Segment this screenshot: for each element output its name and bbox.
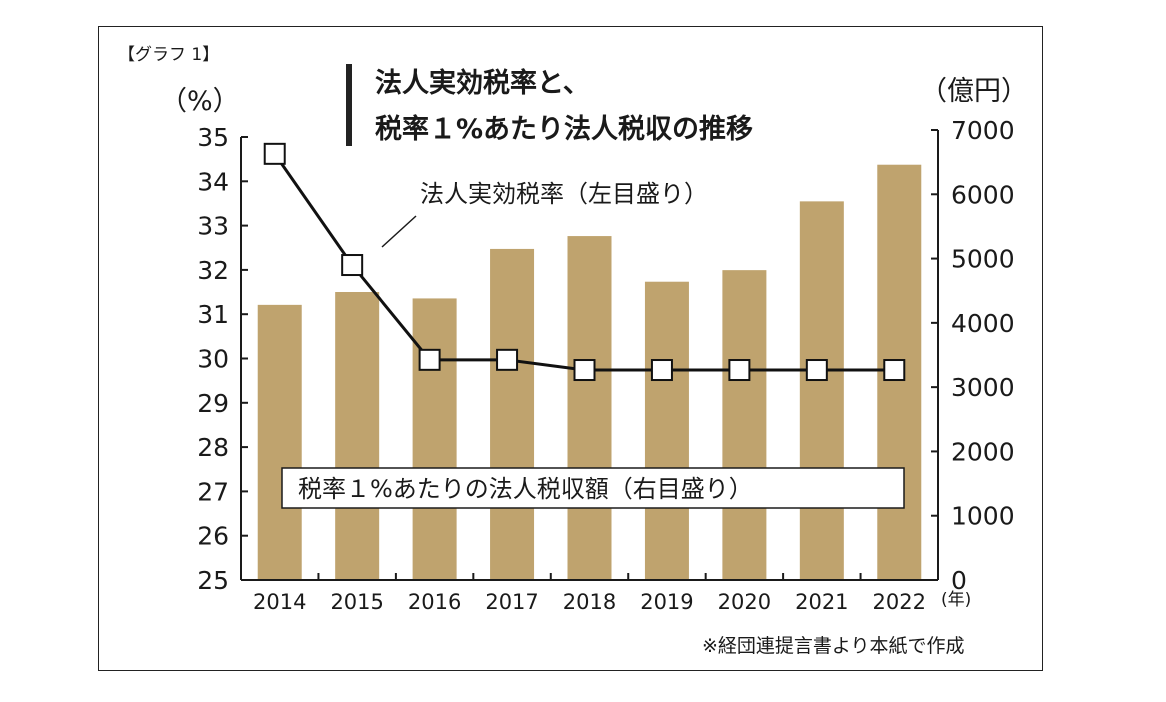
x-tick-label: 2020 — [718, 590, 771, 614]
left-tick-label: 25 — [197, 566, 229, 595]
x-tick-label: 2016 — [408, 590, 461, 614]
left-tick-label: 31 — [197, 300, 229, 329]
tax-rate-marker-2019 — [650, 359, 673, 382]
right-tick-label: 3000 — [951, 373, 1015, 402]
left-tick-label: 32 — [197, 256, 229, 285]
right-tick-label: 7000 — [951, 116, 1015, 145]
x-tick-label: 2022 — [873, 590, 926, 614]
tax-rate-marker-2016 — [418, 348, 441, 371]
x-tick-label: 2018 — [563, 590, 616, 614]
tax-rate-marker-2015 — [341, 254, 364, 277]
right-tick-label: 4000 — [951, 309, 1015, 338]
right-axis-ticks: 7000 6000 5000 4000 3000 2000 1000 0 — [931, 116, 1015, 595]
title-accent-bar — [346, 64, 352, 146]
left-tick-label: 29 — [197, 389, 229, 418]
left-tick-label: 34 — [197, 167, 229, 196]
left-tick-label: 27 — [197, 477, 229, 506]
line-series-label: 法人実効税率（左目盛り） — [420, 180, 708, 208]
right-tick-label: 6000 — [951, 180, 1015, 209]
x-tick-label: 2014 — [253, 590, 306, 614]
bar-2021 — [799, 201, 844, 580]
bar-2016 — [412, 298, 457, 580]
bar-2014 — [257, 304, 302, 580]
x-axis-unit: (年) — [941, 590, 971, 610]
bar-2020 — [722, 270, 767, 580]
right-tick-label: 0 — [951, 566, 967, 595]
right-tick-label: 1000 — [951, 502, 1015, 531]
line-series-group — [263, 142, 906, 382]
x-tick-label: 2019 — [640, 590, 693, 614]
left-tick-label: 33 — [197, 212, 229, 241]
right-tick-label: 2000 — [951, 437, 1015, 466]
x-tick-label: 2017 — [485, 590, 538, 614]
right-tick-label: 5000 — [951, 245, 1015, 274]
tax-rate-marker-2018 — [573, 359, 596, 382]
tax-rate-marker-2020 — [728, 359, 751, 382]
left-axis-unit: （%） — [160, 86, 240, 117]
tax-rate-marker-2021 — [805, 359, 828, 382]
bar-2015 — [335, 292, 380, 580]
chart-title-line2: 税率１%あたり法人税収の推移 — [375, 113, 753, 145]
left-tick-label: 30 — [197, 345, 229, 374]
tax-rate-marker-2014 — [263, 142, 286, 165]
line-label-leader — [381, 215, 417, 248]
left-tick-label: 26 — [197, 522, 229, 551]
x-axis-ticks: 2014 2015 2016 2017 2018 2019 2020 2021 2022 — [253, 573, 926, 614]
chart-title-line1: 法人実効税率と、 — [375, 67, 590, 99]
left-axis-ticks: 35 34 33 32 31 30 29 28 27 26 25 — [197, 123, 248, 595]
x-tick-label: 2015 — [330, 590, 383, 614]
left-tick-label: 35 — [197, 123, 229, 152]
x-tick-label: 2021 — [795, 590, 848, 614]
tax-rate-marker-2017 — [496, 348, 519, 371]
bar-series-label: 税率１%あたりの法人税収額（右目盛り） — [298, 475, 753, 503]
source-note: ※経団連提言書より本紙で作成 — [702, 635, 965, 657]
tax-rate-marker-2022 — [883, 359, 906, 382]
figure-label: 【グラフ 1】 — [118, 45, 219, 65]
bar-2017 — [490, 248, 535, 580]
bar-2018 — [567, 236, 612, 581]
left-tick-label: 28 — [197, 433, 229, 462]
bar-label-box — [281, 467, 905, 509]
right-axis-unit: （億円） — [920, 76, 1028, 107]
bar-2019 — [644, 281, 689, 580]
